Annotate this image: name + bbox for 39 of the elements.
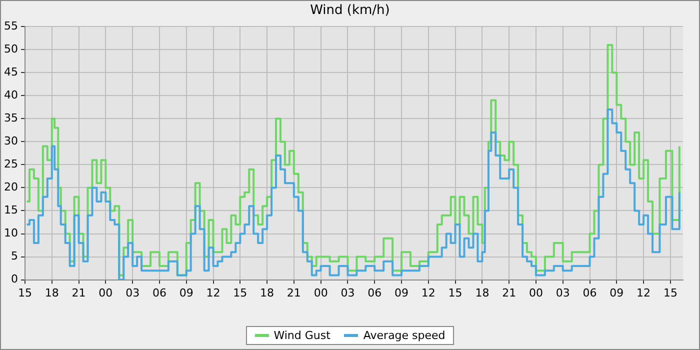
x-tick-label: 06 bbox=[582, 286, 597, 300]
y-tick-label: 0 bbox=[10, 272, 18, 286]
x-tick-label: 18 bbox=[44, 286, 59, 300]
legend-label: Average speed bbox=[363, 329, 446, 342]
legend-label: Wind Gust bbox=[274, 329, 330, 342]
y-tick-label: 5 bbox=[10, 250, 18, 263]
x-tick-label: 15 bbox=[448, 286, 462, 300]
y-tick-label: 20 bbox=[4, 180, 18, 194]
x-tick-label: 12 bbox=[206, 286, 220, 300]
y-tick-label: 45 bbox=[4, 65, 18, 78]
y-tick-label: 35 bbox=[4, 112, 18, 125]
x-tick-label: 15 bbox=[663, 286, 678, 300]
x-tick-label: 21 bbox=[502, 286, 516, 300]
y-tick-label: 15 bbox=[4, 204, 18, 217]
x-tick-label: 09 bbox=[179, 286, 194, 300]
x-tick-label: 09 bbox=[610, 286, 624, 300]
x-tick-label: 03 bbox=[126, 286, 140, 300]
x-tick-label: 21 bbox=[72, 286, 86, 300]
y-tick-label: 40 bbox=[4, 88, 18, 102]
y-tick-label: 30 bbox=[4, 134, 18, 148]
x-tick-label: 21 bbox=[286, 286, 301, 300]
x-tick-label: 18 bbox=[260, 286, 274, 300]
x-tick-label: 06 bbox=[368, 286, 382, 300]
x-tick-label: 00 bbox=[98, 286, 113, 300]
y-tick-label: 55 bbox=[4, 19, 18, 32]
y-tick-label: 50 bbox=[4, 42, 18, 56]
x-tick-label: 18 bbox=[475, 286, 490, 300]
x-tick-label: 00 bbox=[314, 286, 328, 300]
x-tick-label: 12 bbox=[636, 286, 651, 300]
y-tick-label: 10 bbox=[4, 226, 18, 240]
x-tick-label: 09 bbox=[394, 286, 409, 300]
x-tick-label: 15 bbox=[233, 286, 248, 300]
x-tick-label: 03 bbox=[556, 286, 570, 300]
x-tick-label: 00 bbox=[528, 286, 543, 300]
x-tick-label: 03 bbox=[340, 286, 355, 300]
chart-title: Wind (km/h) bbox=[309, 3, 391, 18]
y-tick-label: 25 bbox=[4, 158, 18, 171]
x-tick-label: 06 bbox=[152, 286, 166, 300]
x-tick-label: 12 bbox=[421, 286, 436, 300]
